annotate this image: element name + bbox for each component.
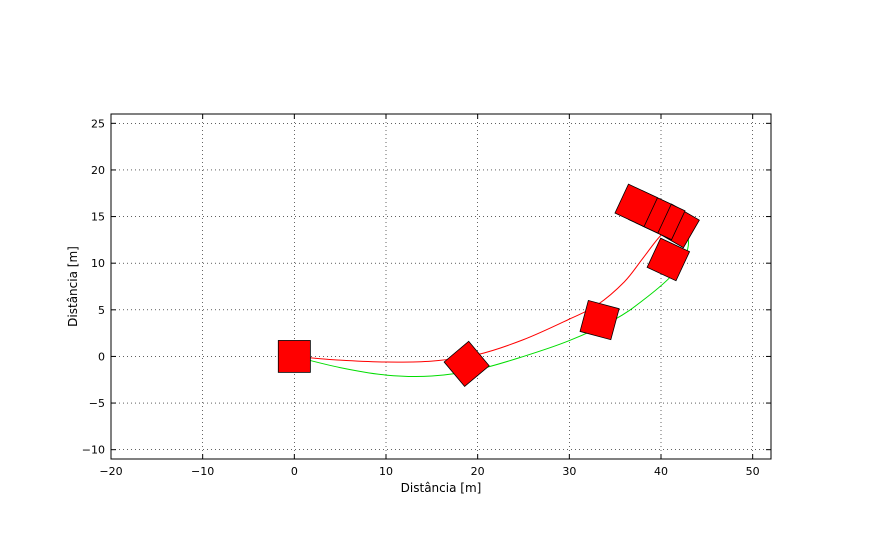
y-tick-label: 10 xyxy=(91,257,105,270)
x-axis-label: Distância [m] xyxy=(401,481,482,495)
series-layer xyxy=(294,214,690,377)
y-tick-label: 5 xyxy=(98,304,105,317)
y-tick-label: 15 xyxy=(91,211,105,224)
x-tick-label: 0 xyxy=(291,465,298,478)
vehicle-layer xyxy=(277,183,700,387)
x-tick-label: 30 xyxy=(562,465,576,478)
plot-frame xyxy=(110,113,772,460)
vehicle-1 xyxy=(277,340,311,373)
series-line-1 xyxy=(294,220,680,363)
ticks: −20 −10 0 10 20 30 40 50 −10 −5 0 5 10 15 20 25 xyxy=(82,114,771,478)
series-line-2 xyxy=(294,214,690,377)
vehicle-3 xyxy=(579,299,620,341)
y-tick-label: −10 xyxy=(82,444,105,457)
y-tick-label: −5 xyxy=(89,397,105,410)
vehicle-4 xyxy=(646,237,691,282)
y-tick-label: 20 xyxy=(91,164,105,177)
y-tick-label: 0 xyxy=(98,350,105,363)
vehicle-8 xyxy=(614,183,659,228)
vehicle-2 xyxy=(443,340,490,387)
grid xyxy=(110,114,771,459)
x-tick-label: 50 xyxy=(746,465,760,478)
x-tick-label: 10 xyxy=(379,465,393,478)
y-tick-label: 25 xyxy=(91,117,105,130)
x-tick-label: −20 xyxy=(99,465,122,478)
y-axis-label: Distância [m] xyxy=(66,246,80,327)
x-tick-label: 20 xyxy=(471,465,485,478)
x-tick-label: 40 xyxy=(654,465,668,478)
x-tick-label: −10 xyxy=(191,465,214,478)
